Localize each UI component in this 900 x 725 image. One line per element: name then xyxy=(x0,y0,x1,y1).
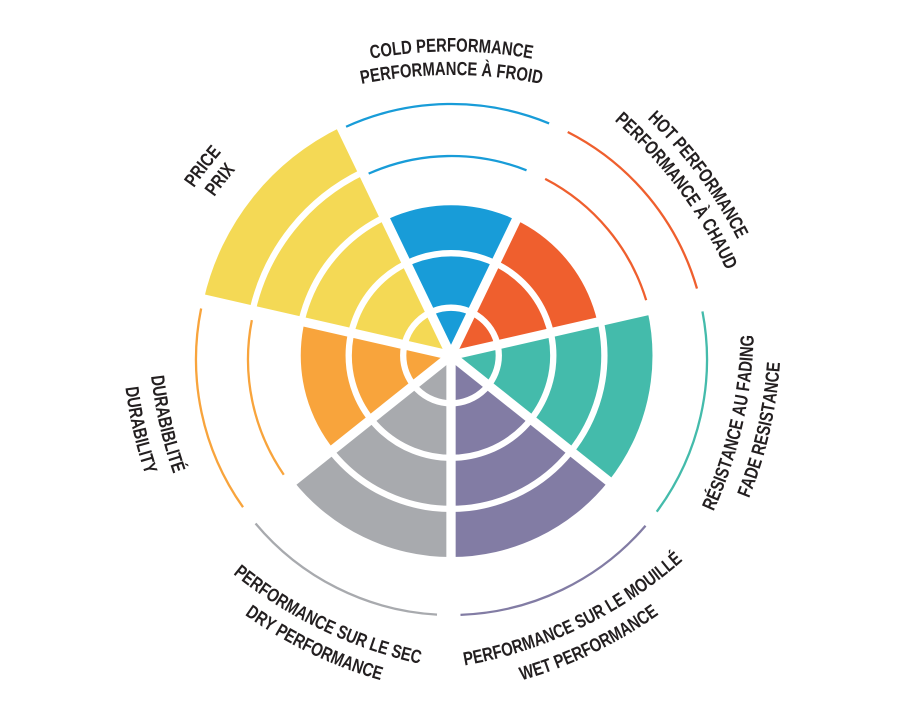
svg-text:A: A xyxy=(435,58,446,79)
svg-text:C: C xyxy=(408,645,423,668)
svg-text:N: N xyxy=(760,381,782,394)
svg-text:N: N xyxy=(736,346,758,358)
svg-text:M: M xyxy=(478,36,492,58)
svg-text:R: R xyxy=(150,395,173,409)
svg-text:F: F xyxy=(447,35,456,56)
svg-text:O: O xyxy=(399,60,413,82)
svg-text:R: R xyxy=(411,59,423,81)
svg-text:I: I xyxy=(156,425,178,434)
svg-text:C: C xyxy=(762,371,784,384)
svg-text:N: N xyxy=(446,58,457,79)
svg-text:E: E xyxy=(368,64,381,87)
svg-text:P: P xyxy=(415,35,426,57)
svg-text:A: A xyxy=(151,405,174,420)
svg-text:P: P xyxy=(358,66,372,89)
svg-text:O: O xyxy=(515,63,530,86)
svg-text:B: B xyxy=(128,426,151,441)
svg-text:F: F xyxy=(495,61,506,83)
svg-text:D: D xyxy=(735,360,757,373)
svg-text:R: R xyxy=(124,406,147,420)
svg-text:U: U xyxy=(122,395,145,409)
svg-text:E: E xyxy=(725,417,748,431)
svg-text:D: D xyxy=(400,37,413,59)
svg-text:R: R xyxy=(480,643,495,666)
svg-text:A: A xyxy=(126,416,149,431)
svg-text:T: T xyxy=(757,401,780,414)
svg-text:R: R xyxy=(436,35,447,56)
svg-text:E: E xyxy=(467,59,478,81)
svg-text:E: E xyxy=(763,361,785,373)
svg-text:I: I xyxy=(755,419,777,427)
svg-text:A: A xyxy=(728,403,751,418)
svg-text:C: C xyxy=(368,40,382,63)
svg-text:S: S xyxy=(755,410,778,424)
svg-text:I: I xyxy=(162,447,183,457)
svg-text:L: L xyxy=(391,38,403,60)
svg-text:A: A xyxy=(759,391,782,405)
svg-text:N: N xyxy=(501,38,514,60)
svg-text:S: S xyxy=(752,423,775,437)
svg-text:I: I xyxy=(709,474,730,485)
svg-text:A: A xyxy=(734,370,756,383)
svg-text:C: C xyxy=(456,58,467,79)
svg-text:À: À xyxy=(481,59,493,81)
svg-text:B: B xyxy=(157,429,180,445)
svg-text:U: U xyxy=(730,393,753,407)
svg-text:B: B xyxy=(154,415,177,430)
svg-text:F: F xyxy=(732,381,754,393)
svg-text:O: O xyxy=(456,35,468,56)
svg-text:C: C xyxy=(722,427,745,443)
svg-text:E: E xyxy=(522,41,535,64)
svg-text:R: R xyxy=(467,35,479,57)
svg-text:U: U xyxy=(148,384,171,398)
svg-text:D: D xyxy=(121,385,143,398)
svg-text:R: R xyxy=(504,62,517,84)
svg-text:D: D xyxy=(530,66,544,89)
svg-text:D: D xyxy=(147,374,169,387)
svg-text:F: F xyxy=(390,61,402,83)
svg-text:O: O xyxy=(379,39,393,62)
svg-text:E: E xyxy=(426,35,437,57)
svg-text:I: I xyxy=(131,436,153,445)
svg-text:O: O xyxy=(499,638,516,662)
svg-text:I: I xyxy=(526,65,534,87)
svg-text:C: C xyxy=(511,39,525,62)
svg-text:P: P xyxy=(462,647,476,670)
svg-text:A: A xyxy=(490,37,503,59)
svg-text:I: I xyxy=(736,356,757,362)
svg-text:E: E xyxy=(471,645,485,668)
svg-text:I: I xyxy=(134,448,156,458)
svg-text:M: M xyxy=(422,59,435,81)
svg-text:G: G xyxy=(737,335,759,347)
svg-text:R: R xyxy=(379,62,393,85)
